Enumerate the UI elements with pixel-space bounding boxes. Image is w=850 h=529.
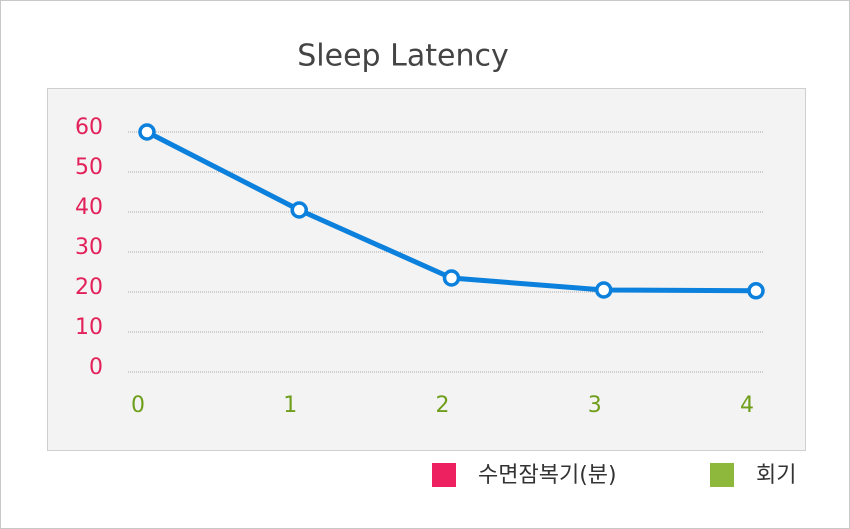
data-point <box>595 281 613 299</box>
y-tick-label: 0 <box>89 355 103 380</box>
y-tick-label: 10 <box>75 315 103 340</box>
y-tick-label: 20 <box>75 275 103 300</box>
y-tick-label: 30 <box>75 235 103 260</box>
legend-swatch <box>710 463 734 487</box>
y-tick-label: 50 <box>75 155 103 180</box>
x-tick-label: 3 <box>588 393 602 418</box>
x-tick-label: 1 <box>283 393 297 418</box>
x-tick-label: 0 <box>131 393 145 418</box>
x-tick-label: 2 <box>436 393 450 418</box>
legend-label: 회기 <box>756 463 796 488</box>
data-point <box>290 201 308 219</box>
data-point <box>747 282 765 300</box>
data-point <box>442 269 461 287</box>
chart-title: Sleep Latency <box>297 39 508 74</box>
legend-swatch <box>432 463 456 487</box>
x-tick-label: 4 <box>740 393 754 418</box>
data-point <box>138 123 156 141</box>
y-tick-label: 60 <box>75 115 103 140</box>
legend-label: 수면잠복기(분) <box>478 463 617 488</box>
y-tick-label: 40 <box>75 195 103 220</box>
